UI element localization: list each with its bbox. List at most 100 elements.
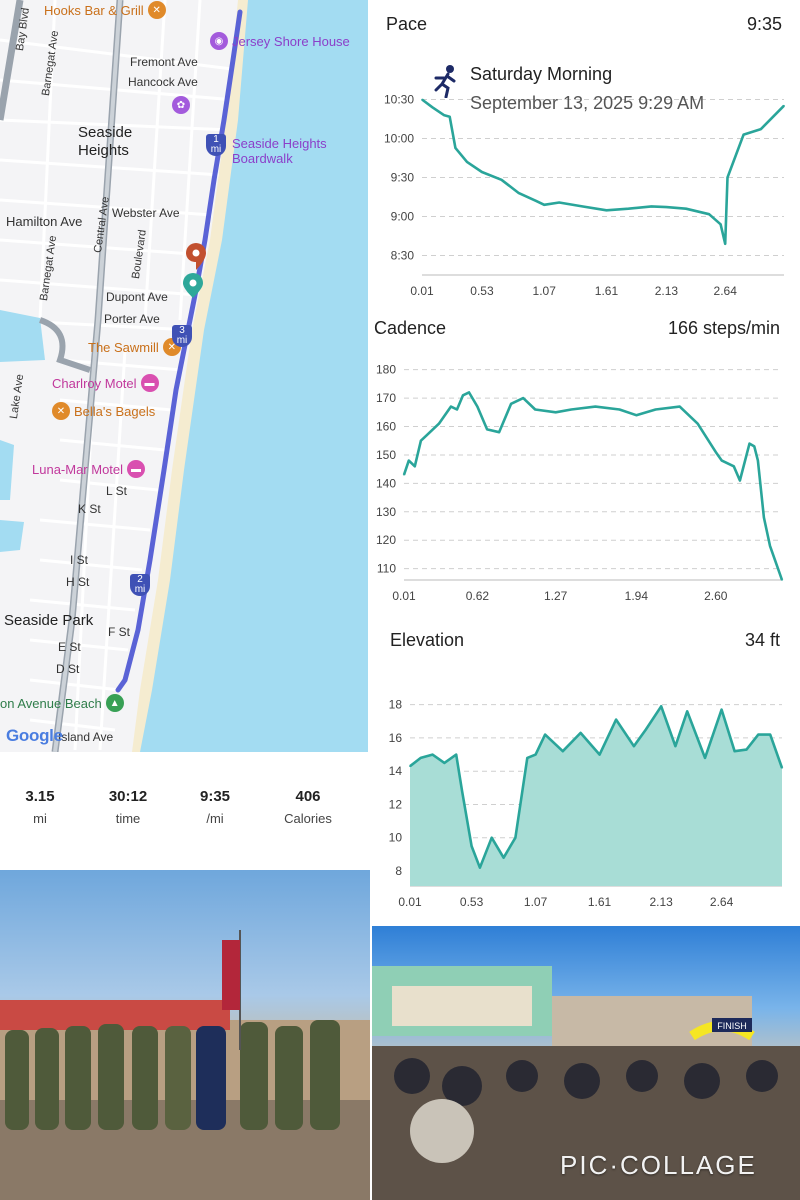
y-tick-label: 10 [389,831,403,845]
poi-avenue-beach[interactable]: on Avenue Beach ▲ [0,694,124,712]
series-point [554,411,557,414]
town-label-seaside-heights: Seaside Heights [78,124,133,159]
series-point [500,179,503,181]
x-tick-label: 1.07 [533,284,557,298]
y-tick-label: 160 [376,420,396,434]
race-finish-photo-image: FINISH [372,966,800,1200]
series-point [615,718,617,721]
series-point [443,114,445,116]
series-line [409,705,784,869]
y-tick-label: 120 [376,533,396,547]
street-label-porter-ave: Porter Ave [104,312,160,326]
series-point [715,451,717,453]
x-tick-label: 1.94 [625,589,649,603]
google-logo: Google [6,726,63,746]
start-pin-icon [183,273,203,298]
series-point [455,753,457,756]
street-label-dupont-ave: Dupont Ave [106,290,168,304]
google-logo-text: Google [6,726,63,745]
bay-water [0,310,45,362]
elevation-chart: Elevation 34 ft 18 16 14 12 10 8 0.01 0.53 1.07 1… [372,620,800,920]
stat-distance-unit: mi [33,811,47,826]
series-point [421,98,423,101]
poi-hooks-bar[interactable]: Hooks Bar & Grill ✕ [44,1,166,19]
series-point [781,767,783,769]
x-tick-label: 0.62 [466,589,490,603]
poi-charlroy-motel[interactable]: Charlroy Motel ▬ [52,374,159,392]
poi-seaside-boardwalk[interactable]: Seaside Heights Boardwalk [232,136,327,166]
y-tick-label: 150 [376,448,396,462]
series-point [518,192,520,194]
series-point [598,753,601,756]
series-point [462,394,464,397]
y-tick-label: 180 [376,363,396,377]
series-point [543,204,545,206]
stat-distance: 3.15 mi [0,788,80,826]
series-point [450,405,452,408]
stat-pace-value: 9:35 [199,788,231,805]
y-tick-label: 18 [389,698,403,712]
series-point [486,428,488,431]
series-point [757,733,760,736]
series-point [579,732,582,734]
mile-marker-1: 1 mi [206,134,226,156]
y-tick-label: 130 [376,505,396,519]
series-point [769,733,771,736]
series-point [745,748,748,751]
group-photo-image [0,930,370,1200]
x-tick-label: 0.01 [398,895,422,909]
workout-datetime: September 13, 2025 9:29 AM [470,93,705,113]
series-point [438,422,440,425]
american-flag [222,940,240,1010]
stat-calories-value: 406 [295,788,321,805]
pic-collage-watermark: PIC·COLLAGE [560,1150,757,1180]
series-point [594,405,597,408]
y-tick-label: 10:00 [384,132,414,146]
y-tick-label: 110 [377,562,396,576]
series-point [535,200,537,202]
workout-title: Saturday Morning [470,64,613,84]
series-point [581,205,583,208]
route-map[interactable]: Bay Blvd Barnegat Ave Fremont Ave Hancoc… [0,0,368,752]
workout-header: Saturday Morning September 13, 2025 9:29… [430,64,704,114]
y-tick-label: 14 [389,764,403,778]
series-point [470,845,473,847]
street-label-i-st: I St [70,553,89,567]
attraction-icon: ✿ [172,96,190,114]
x-tick-label: 1.61 [595,284,619,298]
series-point [456,408,458,411]
poi-jersey-shore-house-label: Jersey Shore House [232,33,350,49]
y-tick-label: 170 [376,391,396,405]
series-point [708,213,710,215]
poi-the-sawmill[interactable]: The Sawmill ✕ [88,338,181,356]
series-point [696,422,699,425]
y-tick-label: 9:30 [391,171,415,185]
x-tick-label: 1.61 [588,895,612,909]
pace-chart-title: Pace [386,14,428,34]
series-point [510,403,512,405]
x-tick-label: 0.53 [470,284,494,298]
camera-icon: ◉ [210,32,228,50]
poi-bellas-bagels[interactable]: ✕ Bella's Bagels [52,402,155,420]
series-point [544,733,546,736]
poi-luna-mar-motel[interactable]: Luna-Mar Motel ▬ [32,460,146,478]
poi-jersey-shore-house[interactable]: ◉ Jersey Shore House [210,32,350,50]
series-point [775,562,777,564]
cadence-chart-plot: 180 170 160 150 140 130 120 110 0.01 0.62 1.27 1.94… [376,363,784,603]
series-point [534,408,536,411]
series-point [704,757,706,759]
stat-pace-unit: /mi [206,811,224,826]
restaurant-icon: ✕ [147,1,166,19]
end-pin-icon [186,243,206,270]
y-tick-label: 10:30 [384,93,414,107]
poi-luna-mar-motel-label: Luna-Mar Motel [32,461,124,477]
series-point [726,176,729,179]
x-tick-label: 0.53 [460,895,484,909]
series-point [635,414,638,416]
poi-attraction-marker[interactable]: ✿ [172,96,190,114]
series-point [409,765,411,767]
series-point [633,745,635,747]
series-point [721,459,723,462]
finish-banner-text: FINISH [717,1021,747,1031]
x-tick-label: 0.01 [392,589,416,603]
